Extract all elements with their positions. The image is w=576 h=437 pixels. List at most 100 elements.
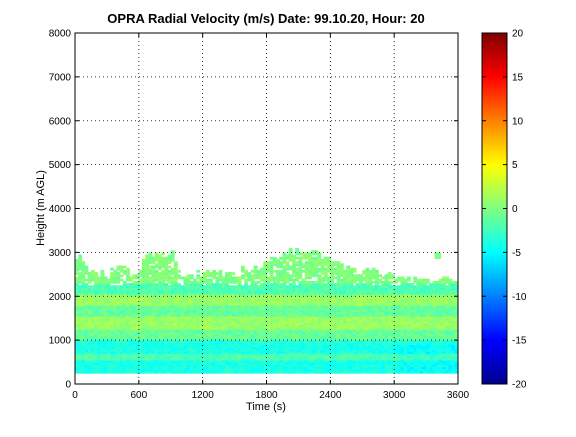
heatmap-cell-2407 bbox=[237, 324, 242, 328]
heatmap-cell-2696 bbox=[256, 289, 261, 293]
heatmap-cell-4401 bbox=[365, 274, 370, 278]
heatmap-cell-442 bbox=[103, 337, 108, 341]
heatmap-cell-1505 bbox=[173, 340, 178, 343]
heatmap-cell-728 bbox=[122, 305, 127, 308]
heatmap-cell-4160 bbox=[349, 302, 354, 306]
heatmap-cell-4280 bbox=[359, 342, 363, 346]
heatmap-cell-4764 bbox=[394, 370, 398, 374]
heatmap-cell-336 bbox=[97, 370, 102, 374]
heatmap-cell-2014 bbox=[209, 302, 213, 306]
heatmap-cell-4040 bbox=[343, 355, 347, 359]
heatmap-cell-389 bbox=[100, 351, 105, 354]
heatmap-cell-2719 bbox=[260, 337, 264, 341]
heatmap-cell-327 bbox=[94, 289, 98, 293]
heatmap-cell-3592 bbox=[314, 335, 319, 339]
heatmap-cell-2946 bbox=[272, 269, 277, 273]
heatmap-cell-1783 bbox=[193, 320, 197, 324]
heatmap-cell-1936 bbox=[202, 272, 207, 275]
heatmap-cell-3170 bbox=[288, 342, 293, 346]
heatmap-cell-3744 bbox=[323, 346, 328, 350]
heatmap-cell-652 bbox=[116, 265, 121, 269]
heatmap-cell-2431 bbox=[240, 368, 245, 372]
heatmap-cell-4906 bbox=[403, 340, 408, 343]
heatmap-cell-3508 bbox=[307, 285, 312, 289]
heatmap-cell-2936 bbox=[272, 296, 277, 300]
heatmap-cell-2679 bbox=[256, 326, 261, 330]
heatmap-cell-6 bbox=[75, 357, 79, 361]
heatmap-cell-1405 bbox=[167, 333, 172, 337]
heatmap-cell-3604 bbox=[314, 309, 319, 313]
heatmap-cell-1943 bbox=[205, 357, 210, 361]
heatmap-cell-1325 bbox=[161, 278, 165, 282]
heatmap-cell-4520 bbox=[375, 322, 379, 326]
heatmap-cell-4894 bbox=[403, 366, 408, 370]
heatmap-cell-2759 bbox=[263, 353, 268, 357]
heatmap-cell-4027 bbox=[339, 274, 344, 278]
heatmap-cell-741 bbox=[122, 269, 127, 273]
heatmap-cell-311 bbox=[94, 324, 98, 328]
heatmap-cell-285 bbox=[90, 278, 95, 282]
heatmap-cell-2401 bbox=[237, 337, 242, 341]
heatmap-cell-1312 bbox=[161, 307, 165, 311]
heatmap-cell-589 bbox=[113, 307, 118, 311]
heatmap-cell-1189 bbox=[154, 346, 159, 350]
heatmap-cell-3743 bbox=[323, 348, 328, 352]
heatmap-cell-1283 bbox=[161, 370, 165, 374]
heatmap-cell-4585 bbox=[378, 280, 382, 284]
heatmap-cell-1220 bbox=[154, 276, 159, 280]
heatmap-cell-395 bbox=[100, 337, 105, 341]
heatmap-cell-4827 bbox=[397, 324, 402, 328]
heatmap-cell-2795 bbox=[263, 274, 268, 278]
heatmap-cell-4314 bbox=[362, 366, 367, 370]
heatmap-cell-4171 bbox=[349, 278, 354, 282]
heatmap-cell-4717 bbox=[387, 280, 392, 284]
heatmap-cell-3831 bbox=[327, 263, 331, 267]
heatmap-cell-4495 bbox=[371, 272, 376, 275]
heatmap-cell-2335 bbox=[231, 291, 236, 295]
heatmap-cell-4819 bbox=[397, 342, 402, 346]
heatmap-cell-1268 bbox=[157, 287, 162, 291]
heatmap-cell-1434 bbox=[167, 265, 172, 269]
heatmap-cell-2985 bbox=[276, 296, 280, 300]
heatmap-cell-1741 bbox=[189, 315, 194, 319]
heatmap-cell-2285 bbox=[228, 302, 232, 306]
heatmap-cell-1406 bbox=[167, 331, 172, 335]
heatmap-cell-1589 bbox=[180, 364, 185, 368]
heatmap-cell-1272 bbox=[157, 278, 162, 282]
heatmap-cell-2297 bbox=[228, 274, 232, 278]
heatmap-cell-295 bbox=[94, 359, 98, 363]
heatmap-cell-1157 bbox=[151, 302, 156, 306]
heatmap-cell-4311 bbox=[359, 274, 363, 278]
heatmap-cell-3797 bbox=[327, 342, 331, 346]
heatmap-cell-649 bbox=[116, 274, 121, 278]
heatmap-cell-851 bbox=[132, 331, 137, 335]
heatmap-cell-2413 bbox=[237, 311, 242, 315]
heatmap-cell-2589 bbox=[250, 318, 255, 321]
heatmap-cell-2732 bbox=[260, 309, 264, 313]
heatmap-cell-2206 bbox=[221, 278, 226, 282]
heatmap-cell-4755 bbox=[390, 296, 395, 300]
heatmap-cell-1204 bbox=[154, 313, 159, 317]
heatmap-cell-4837 bbox=[397, 302, 402, 306]
heatmap-cell-1232 bbox=[157, 366, 162, 370]
heatmap-cell-359 bbox=[97, 320, 102, 324]
heatmap-cell-1356 bbox=[164, 326, 169, 330]
heatmap-cell-1169 bbox=[151, 276, 156, 280]
heatmap-cell-1105 bbox=[148, 300, 153, 304]
heatmap-cell-1099 bbox=[148, 313, 153, 317]
heatmap-cell-1324 bbox=[161, 280, 165, 284]
heatmap-cell-208 bbox=[87, 353, 92, 357]
heatmap-cell-1810 bbox=[196, 355, 201, 359]
heatmap-cell-2248 bbox=[225, 283, 229, 286]
heatmap-cell-4440 bbox=[368, 294, 373, 297]
heatmap-cell-2721 bbox=[260, 333, 264, 337]
heatmap-cell-1207 bbox=[154, 307, 159, 311]
heatmap-cell-3146 bbox=[285, 280, 290, 284]
heatmap-cell-2548 bbox=[247, 311, 252, 315]
heatmap-cell-3163 bbox=[288, 357, 293, 361]
heatmap-cell-2459 bbox=[240, 307, 245, 311]
heatmap-cell-2661 bbox=[256, 366, 261, 370]
heatmap-cell-3951 bbox=[336, 331, 341, 335]
heatmap-cell-1533 bbox=[173, 278, 178, 282]
heatmap-cell-4528 bbox=[375, 305, 379, 308]
